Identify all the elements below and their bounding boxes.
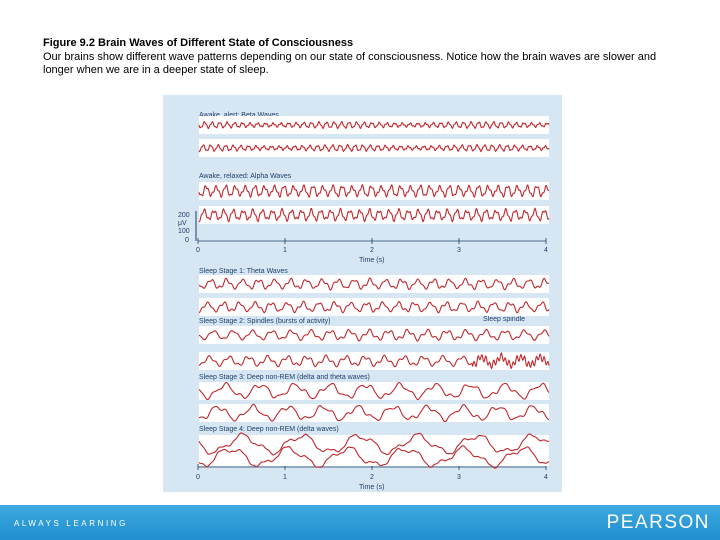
time-tick-4: 4 (544, 247, 548, 254)
trace-bands (199, 116, 549, 466)
eeg-trace (198, 381, 550, 401)
eeg-trace (198, 403, 550, 423)
time-tick-1: 1 (283, 247, 287, 254)
time-tick-0: 0 (196, 247, 200, 254)
time-tick-1: 1 (283, 474, 287, 481)
eeg-trace (198, 207, 550, 223)
trace-band (199, 326, 549, 344)
footer-bar: ALWAYS LEARNING PEARSON (0, 505, 720, 540)
panel-label-beta: Awake, alert: Beta Waves (199, 112, 279, 119)
figure-description: Our brains show different wave patterns … (43, 50, 657, 77)
eeg-trace (198, 183, 550, 199)
eeg-trace (198, 277, 550, 291)
time-tick-2: 2 (370, 474, 374, 481)
pearson-logo: PEARSON (606, 512, 710, 533)
time-tick-2: 2 (370, 247, 374, 254)
time-tick-0: 0 (196, 474, 200, 481)
brain-waves-figure: Awake, alert: Beta Waves Awake, relaxed:… (163, 95, 562, 492)
brain-waves-chart: Awake, alert: Beta Waves Awake, relaxed:… (178, 112, 550, 491)
scale-tick-100: 100 (178, 228, 190, 235)
panel-label-delta-theta: Sleep Stage 3: Deep non-REM (delta and t… (199, 374, 370, 381)
eeg-trace (198, 445, 550, 469)
panel-label-alpha: Awake, relaxed: Alpha Waves (199, 173, 292, 180)
eeg-trace (198, 328, 550, 342)
trace-band (199, 275, 549, 293)
figure-title: Figure 9.2 Brain Waves of Different Stat… (43, 37, 354, 49)
trace-band (199, 139, 549, 157)
sleep-spindle-label: Sleep spindle (483, 316, 525, 323)
wave-traces (198, 120, 550, 469)
scale-unit: μV (178, 220, 187, 227)
time-tick-3: 3 (457, 247, 461, 254)
trace-band (199, 352, 549, 370)
scale-tick-0: 0 (185, 237, 189, 244)
panel-label-spindles: Sleep Stage 2: Spindles (bursts of activ… (199, 318, 331, 325)
time-axis-label: Time (s) (359, 484, 384, 491)
trace-band (199, 404, 549, 422)
figure-caption: Figure 9.2 Brain Waves of Different Stat… (43, 37, 683, 78)
time-tick-3: 3 (457, 474, 461, 481)
eeg-trace (198, 143, 550, 153)
eeg-trace (198, 300, 550, 314)
trace-band (199, 448, 549, 466)
scale-tick-200: 200 (178, 212, 190, 219)
panel-label-delta: Sleep Stage 4: Deep non-REM (delta waves… (199, 426, 339, 433)
time-axis-top: 0 1 2 3 4 Time (s) (196, 238, 548, 264)
footer-tagline: ALWAYS LEARNING (14, 519, 128, 528)
eeg-trace (198, 432, 550, 456)
time-tick-4: 4 (544, 474, 548, 481)
eeg-trace (198, 120, 550, 130)
panel-label-theta: Sleep Stage 1: Theta Waves (199, 268, 288, 275)
eeg-trace (198, 351, 550, 370)
time-axis-label: Time (s) (359, 257, 384, 264)
